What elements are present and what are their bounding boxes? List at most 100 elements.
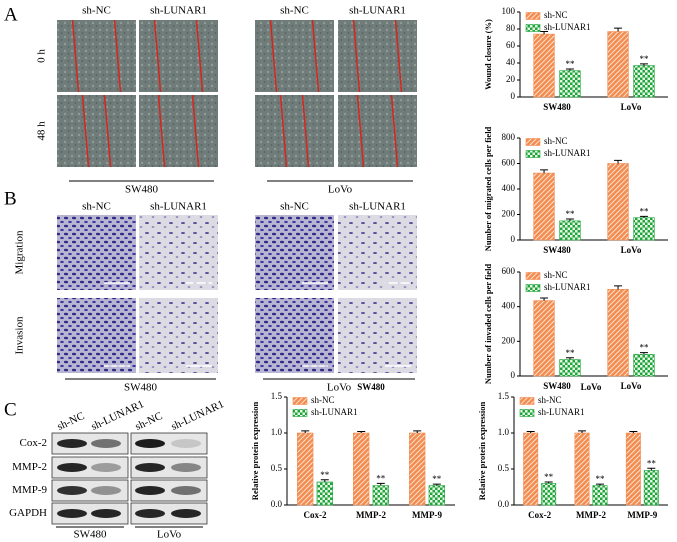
micrograph (139, 20, 218, 92)
y-tick-label: 0.5 (271, 463, 283, 473)
y-tick-label: 1.5 (271, 391, 283, 401)
protein-label: GAPDH (9, 507, 47, 519)
cell-line-label: SW480 (74, 529, 108, 541)
x-tick-label: LoVo (621, 245, 642, 255)
y-tick-label: 200 (502, 335, 516, 345)
y-tick-label: 20 (506, 74, 516, 84)
legend-label: sh-NC (544, 270, 568, 280)
micrograph (57, 215, 136, 290)
error-bar (595, 483, 604, 486)
x-tick-label: SW480 (543, 102, 571, 112)
legend-swatch (292, 397, 308, 405)
y-tick-label: 60 (506, 40, 516, 50)
bar (607, 289, 629, 377)
legend-swatch (525, 272, 541, 280)
y-axis-label: Relative protein expression (477, 402, 487, 501)
y-tick-label: 100 (502, 6, 516, 16)
y-tick-label: 1.5 (498, 391, 510, 401)
wound-edge (195, 19, 204, 93)
x-tick-label: MMP-2 (576, 510, 606, 520)
lane-label: sh-NC (133, 410, 164, 433)
y-axis-label: Wound closure (%) (483, 19, 493, 90)
blot-band (91, 463, 121, 472)
cell-line-label: LoVo (157, 529, 182, 541)
bar (409, 432, 426, 506)
wound-edge (71, 19, 80, 93)
error-bar (565, 218, 574, 221)
y-tick-label: 800 (502, 132, 516, 142)
wound-edge (352, 19, 361, 93)
legend-label: sh-NC (311, 395, 335, 405)
legend-label: sh-NC (544, 10, 568, 20)
significance-label: ** (639, 54, 649, 64)
significance-label: ** (647, 458, 657, 468)
blot-band (57, 509, 87, 518)
error-bar (614, 27, 623, 32)
blot-band (135, 486, 165, 495)
significance-label: ** (639, 343, 649, 353)
micrograph (255, 298, 334, 373)
blot-frame (130, 479, 208, 502)
column-label: sh-LUNAR1 (150, 5, 207, 17)
error-bar (526, 431, 535, 433)
blot-frame (130, 456, 208, 479)
x-tick-label: SW480 (543, 245, 571, 255)
wound-edge (103, 94, 112, 168)
cell-line-label: LoVo (327, 382, 352, 394)
bar (316, 481, 333, 506)
y-tick-label: 400 (502, 301, 516, 311)
column-label: sh-NC (82, 201, 111, 213)
bar (559, 220, 581, 241)
legend-swatch (525, 150, 541, 158)
blot-band (91, 439, 121, 448)
legend-label: sh-LUNAR1 (544, 282, 591, 292)
panel-label: A (4, 4, 18, 25)
protein-label: MMP-9 (12, 484, 47, 496)
cell-line-label: LoVo (328, 184, 353, 196)
micrograph (57, 95, 136, 167)
wound-edge (279, 94, 288, 168)
chart-title: LoVo (581, 382, 602, 392)
y-tick-label: 0 (511, 234, 516, 244)
x-tick-label: Cox-2 (528, 510, 551, 520)
wound-edge (269, 19, 278, 93)
legend-label: sh-LUNAR1 (538, 407, 585, 417)
significance-label: ** (544, 472, 554, 482)
micrograph (255, 95, 334, 167)
error-bar (540, 297, 549, 301)
y-tick-label: 1.0 (271, 427, 283, 437)
micrograph (338, 215, 417, 290)
error-bar (301, 430, 310, 433)
micrograph (139, 95, 218, 167)
significance-label: ** (595, 474, 605, 484)
y-axis-label: Relative protein expression (250, 402, 260, 501)
column-label: sh-LUNAR1 (349, 201, 406, 213)
bar (353, 432, 370, 506)
error-bar (614, 159, 623, 164)
y-axis-label: Number of migrated cells per field (483, 126, 493, 251)
wound-edge (394, 19, 403, 93)
bar (428, 485, 445, 506)
x-tick-label: MMP-2 (356, 510, 386, 520)
y-tick-label: 400 (502, 183, 516, 193)
significance-label: ** (376, 473, 386, 483)
significance-label: ** (639, 206, 649, 216)
significance-label: ** (565, 209, 575, 219)
error-bar (540, 31, 549, 35)
wound-edge (153, 19, 162, 93)
blot-band (57, 463, 87, 472)
wound-edge (81, 94, 90, 168)
panel-label: B (4, 188, 17, 209)
row-label: 0 h (36, 49, 48, 63)
legend-swatch (519, 397, 535, 405)
blot-band (91, 486, 121, 495)
bar (559, 70, 581, 98)
y-axis-label: Number of invaded cells per field (483, 264, 493, 385)
legend-swatch (525, 24, 541, 32)
micrograph (57, 298, 136, 373)
blot-band (57, 486, 87, 495)
blot-band (135, 439, 165, 448)
error-bar (413, 430, 422, 433)
row-label: Migration (14, 230, 26, 274)
